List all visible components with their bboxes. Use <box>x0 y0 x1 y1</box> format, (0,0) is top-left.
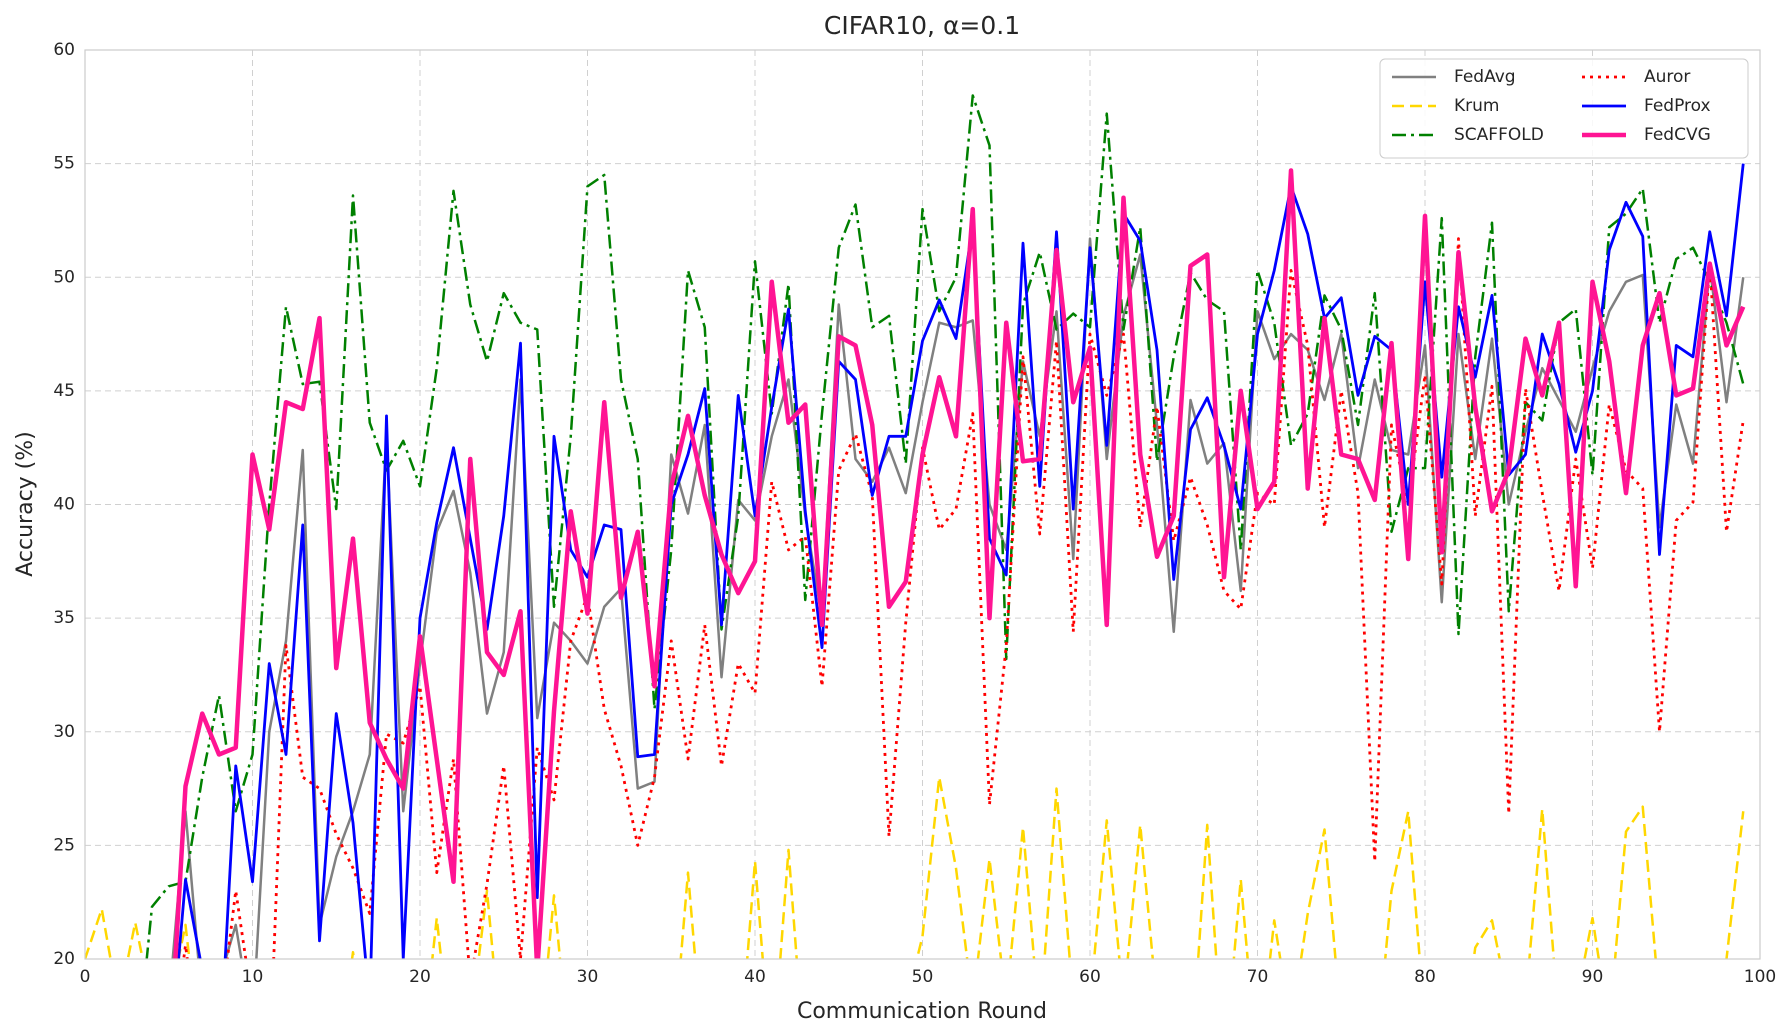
y-tick-label: 50 <box>53 267 75 287</box>
y-tick-label: 55 <box>53 154 75 174</box>
y-tick-label: 25 <box>53 835 75 855</box>
x-tick-label: 40 <box>744 967 766 987</box>
legend-label: SCAFFOLD <box>1454 125 1544 145</box>
y-tick-label: 20 <box>53 949 75 969</box>
legend-label: Auror <box>1644 67 1690 87</box>
legend-label: FedCVG <box>1644 125 1711 145</box>
legend-label: Krum <box>1454 96 1499 116</box>
x-tick-label: 60 <box>1079 967 1101 987</box>
legend-box <box>1379 58 1749 159</box>
chart-title: CIFAR10, α=0.1 <box>824 11 1020 40</box>
y-tick-label: 35 <box>53 608 75 628</box>
y-tick-label: 30 <box>53 722 75 742</box>
x-tick-label: 50 <box>912 967 934 987</box>
y-axis-label: Accuracy (%) <box>13 431 38 577</box>
y-tick-label: 60 <box>53 40 75 60</box>
x-tick-label: 30 <box>577 967 599 987</box>
x-tick-label: 0 <box>80 967 91 987</box>
series-line <box>173 168 1746 959</box>
x-tick-label: 80 <box>1414 967 1436 987</box>
legend: FedAvg Krum SCAFFOLD Auror FedProx FedCVG <box>1379 58 1749 159</box>
x-tick-label: 90 <box>1582 967 1604 987</box>
legend-label: FedProx <box>1644 96 1711 116</box>
legend-label: FedAvg <box>1454 67 1516 87</box>
y-tick-label: 40 <box>53 495 75 515</box>
x-tick-label: 70 <box>1247 967 1269 987</box>
plot-area <box>85 94 1746 959</box>
y-tick-label: 45 <box>53 381 75 401</box>
x-axis-label: Communication Round <box>797 999 1047 1024</box>
x-tick-label: 20 <box>409 967 431 987</box>
x-tick-label: 100 <box>1744 967 1776 987</box>
plot-frame <box>84 49 1761 960</box>
x-tick-label: 10 <box>242 967 264 987</box>
